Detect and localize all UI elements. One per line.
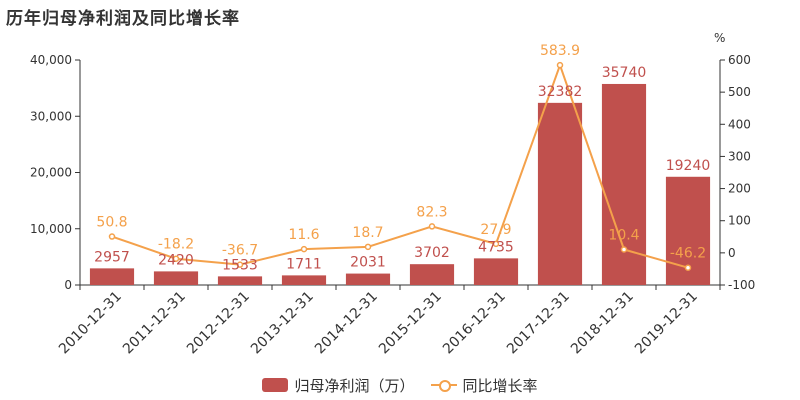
bar xyxy=(217,276,263,285)
legend-item-growth[interactable]: 同比增长率 xyxy=(430,375,538,396)
growth-point xyxy=(108,233,116,240)
growth-value-label: 583.9 xyxy=(540,43,580,59)
bar-value-label: 1711 xyxy=(286,256,322,272)
growth-point xyxy=(492,240,500,248)
x-tick-label: 2015-12-31 xyxy=(376,289,445,358)
x-tick-label: 2014-12-31 xyxy=(312,289,381,358)
growth-value-label: 18.7 xyxy=(352,225,383,241)
bar-value-label: 1533 xyxy=(222,257,258,273)
bar-value-label: 2031 xyxy=(350,255,386,271)
growth-value-label: 27.9 xyxy=(480,222,511,238)
growth-value-label: 10.4 xyxy=(608,228,639,244)
y-left-tick-label: 40,000 xyxy=(30,53,72,67)
y-right-tick-label: 500 xyxy=(728,85,751,99)
growth-point xyxy=(428,223,436,230)
bar xyxy=(89,268,135,285)
y-left-tick-label: 20,000 xyxy=(30,166,72,180)
bar-value-label: 3702 xyxy=(414,245,450,261)
growth-value-label: 82.3 xyxy=(416,204,447,220)
y-right-tick-label: 0 xyxy=(728,246,736,260)
x-tick-label: 2019-12-31 xyxy=(632,289,701,358)
x-tick-label: 2011-12-31 xyxy=(120,289,189,358)
x-tick-label: 2010-12-31 xyxy=(56,289,125,358)
y-right-tick-label: 100 xyxy=(728,214,751,228)
growth-point xyxy=(620,246,628,253)
growth-point xyxy=(364,243,372,251)
x-tick-label: 2017-12-31 xyxy=(504,289,573,358)
legend-label-growth: 同比增长率 xyxy=(462,376,538,395)
bar-value-label: 35740 xyxy=(602,65,647,81)
y-right-tick-label: -100 xyxy=(728,278,755,292)
bar-value-label: 2420 xyxy=(158,252,194,268)
growth-point xyxy=(556,61,564,69)
y-right-tick-label: 600 xyxy=(728,53,751,67)
growth-point xyxy=(172,255,180,262)
bar xyxy=(153,271,199,285)
y-left-tick-label: 30,000 xyxy=(30,109,72,123)
x-tick-label: 2012-12-31 xyxy=(184,289,253,358)
growth-value-label: -46.2 xyxy=(670,246,706,262)
bar-value-label: 19240 xyxy=(666,158,711,174)
bar xyxy=(473,258,519,285)
y-right-unit-label: % xyxy=(714,31,725,45)
y-right-tick-label: 300 xyxy=(728,149,751,163)
chart-title: 历年归母净利润及同比增长率 xyxy=(6,9,240,29)
growth-value-label: -36.7 xyxy=(222,243,258,259)
bar-value-label: 32382 xyxy=(538,84,583,100)
bar xyxy=(409,264,455,285)
growth-value-label: 50.8 xyxy=(96,215,127,231)
growth-line xyxy=(111,62,689,269)
growth-value-label: 11.6 xyxy=(288,227,319,243)
x-tick-label: 2016-12-31 xyxy=(440,289,509,358)
legend-label-profit: 归母净利润（万） xyxy=(294,376,415,395)
growth-point xyxy=(236,261,244,268)
bar-value-label: 4735 xyxy=(478,239,514,255)
bar xyxy=(281,275,327,285)
x-tick-label: 2018-12-31 xyxy=(568,289,637,358)
y-left-tick-label: 0 xyxy=(64,278,72,292)
x-tick-label: 2013-12-31 xyxy=(248,289,317,358)
bar xyxy=(345,273,391,285)
y-right-tick-label: 200 xyxy=(728,182,751,196)
y-left-tick-label: 10,000 xyxy=(30,222,72,236)
growth-point xyxy=(684,264,692,271)
legend: 归母净利润（万） 同比增长率 xyxy=(0,374,800,396)
growth-value-label: -18.2 xyxy=(158,237,194,253)
bar-value-label: 2957 xyxy=(94,249,130,265)
legend-bar-swatch xyxy=(262,378,289,392)
y-right-tick-label: 400 xyxy=(728,117,751,131)
legend-line-swatch xyxy=(430,378,457,392)
bar xyxy=(537,102,583,285)
growth-point xyxy=(300,245,308,253)
legend-item-profit[interactable]: 归母净利润（万） xyxy=(262,375,415,396)
